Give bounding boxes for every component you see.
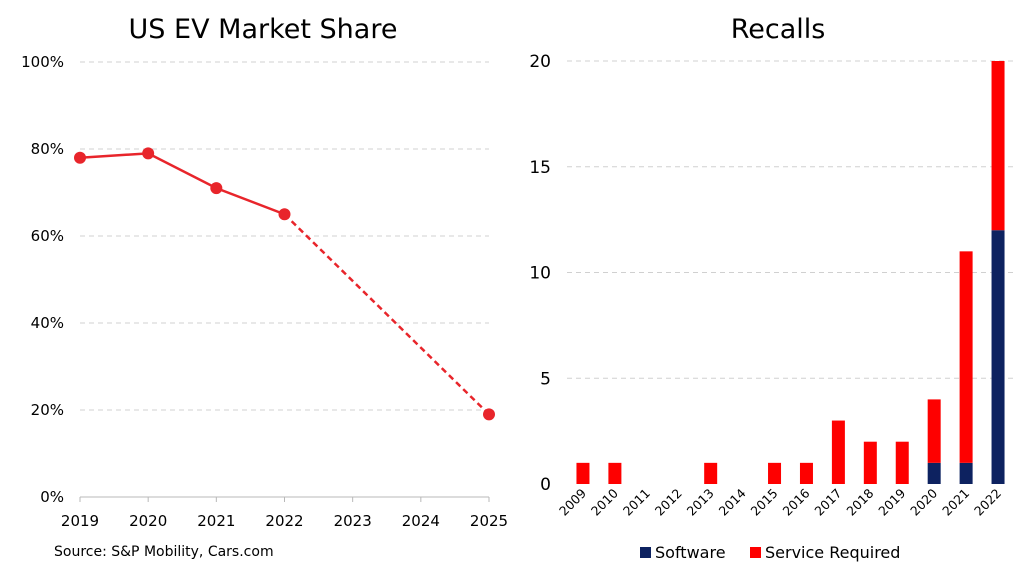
x-tick-label: 2009: [556, 485, 589, 518]
series-points: [74, 147, 495, 421]
series-line: [79, 152, 490, 416]
y-tick-label: 20: [529, 52, 551, 72]
bar-service-required: [959, 251, 973, 463]
x-tick-label: 2024: [402, 512, 440, 530]
y-tick-label: 0: [540, 475, 551, 495]
legend-swatch: [750, 547, 761, 558]
x-tick-label: 2011: [620, 486, 653, 519]
x-tick-label: 2020: [907, 485, 940, 518]
data-point: [483, 408, 495, 421]
x-tick-label: 2016: [779, 485, 812, 518]
y-tick-label: 10: [529, 264, 551, 284]
y-tick-label: 20%: [31, 401, 64, 419]
x-axis: 2019 2020 2021 2022 2023 2024 2025: [61, 496, 508, 530]
x-tick-label: 2023: [334, 512, 372, 530]
data-point: [142, 147, 155, 160]
bar-service-required: [608, 462, 622, 484]
gridlines: [80, 61, 489, 411]
y-tick-label: 15: [529, 158, 551, 178]
y-tick-label: 40%: [31, 314, 64, 332]
bar-service-required: [768, 462, 782, 484]
bar-service-required: [704, 462, 718, 484]
bar-software: [991, 230, 1005, 484]
bar-service-required: [895, 441, 909, 484]
x-tick-label: 2012: [652, 486, 685, 519]
x-tick-label: 2019: [875, 485, 908, 518]
x-tick-label: 2022: [265, 512, 303, 530]
bar-software: [959, 462, 973, 484]
bar-service-required: [863, 441, 877, 484]
x-tick-label: 2021: [197, 512, 235, 530]
x-tick-label: 2019: [61, 512, 99, 530]
x-tick-label: 2021: [939, 486, 972, 519]
x-tick-label: 2018: [843, 485, 876, 518]
x-tick-label: 2013: [684, 486, 717, 519]
y-tick-label: 80%: [31, 140, 64, 158]
actual-line: [79, 152, 285, 216]
data-point: [210, 182, 223, 195]
y-tick-label: 100%: [21, 53, 64, 71]
x-tick-label: 2014: [716, 485, 749, 518]
bar-service-required: [799, 462, 813, 484]
x-tick-label: 2015: [748, 486, 781, 519]
x-tick-label: 2020: [129, 512, 167, 530]
data-point: [74, 151, 86, 164]
bar-service-required: [576, 462, 590, 484]
legend-label: Service Required: [765, 543, 900, 562]
x-tick-label: 2022: [971, 486, 1004, 519]
projected-line: [283, 213, 490, 416]
y-tick-label: 0%: [40, 488, 64, 506]
y-tick-label: 5: [540, 369, 551, 389]
bar-service-required: [991, 61, 1005, 231]
bar-software: [927, 462, 941, 484]
legend-swatch: [640, 547, 651, 558]
x-tick-label: 2010: [588, 485, 621, 518]
x-tick-label: 2025: [470, 512, 508, 530]
source-note: Source: S&P Mobility, Cars.com: [54, 544, 274, 560]
x-tick-label: 2017: [811, 486, 844, 519]
y-tick-label: 60%: [31, 227, 64, 245]
chart-title: US EV Market Share: [129, 14, 398, 45]
market-share-chart: US EV Market Share 0% 20% 40% 60% 80% 100% 20…: [21, 14, 508, 560]
bar-service-required: [831, 420, 845, 484]
y-axis-ticks: 0 5 10 15 20: [529, 52, 551, 495]
y-axis-ticks: 0% 20% 40% 60% 80% 100%: [21, 53, 64, 506]
gridlines: [567, 60, 1014, 379]
bar-service-required: [927, 399, 941, 463]
legend-label: Software: [655, 543, 726, 562]
chart-title: Recalls: [731, 14, 826, 45]
legend: Software Service Required: [640, 543, 900, 562]
x-axis-ticks: 2009201020112012201320142015201620172018…: [556, 485, 1004, 518]
data-point: [278, 208, 291, 221]
stacked-bars: [576, 61, 1005, 484]
